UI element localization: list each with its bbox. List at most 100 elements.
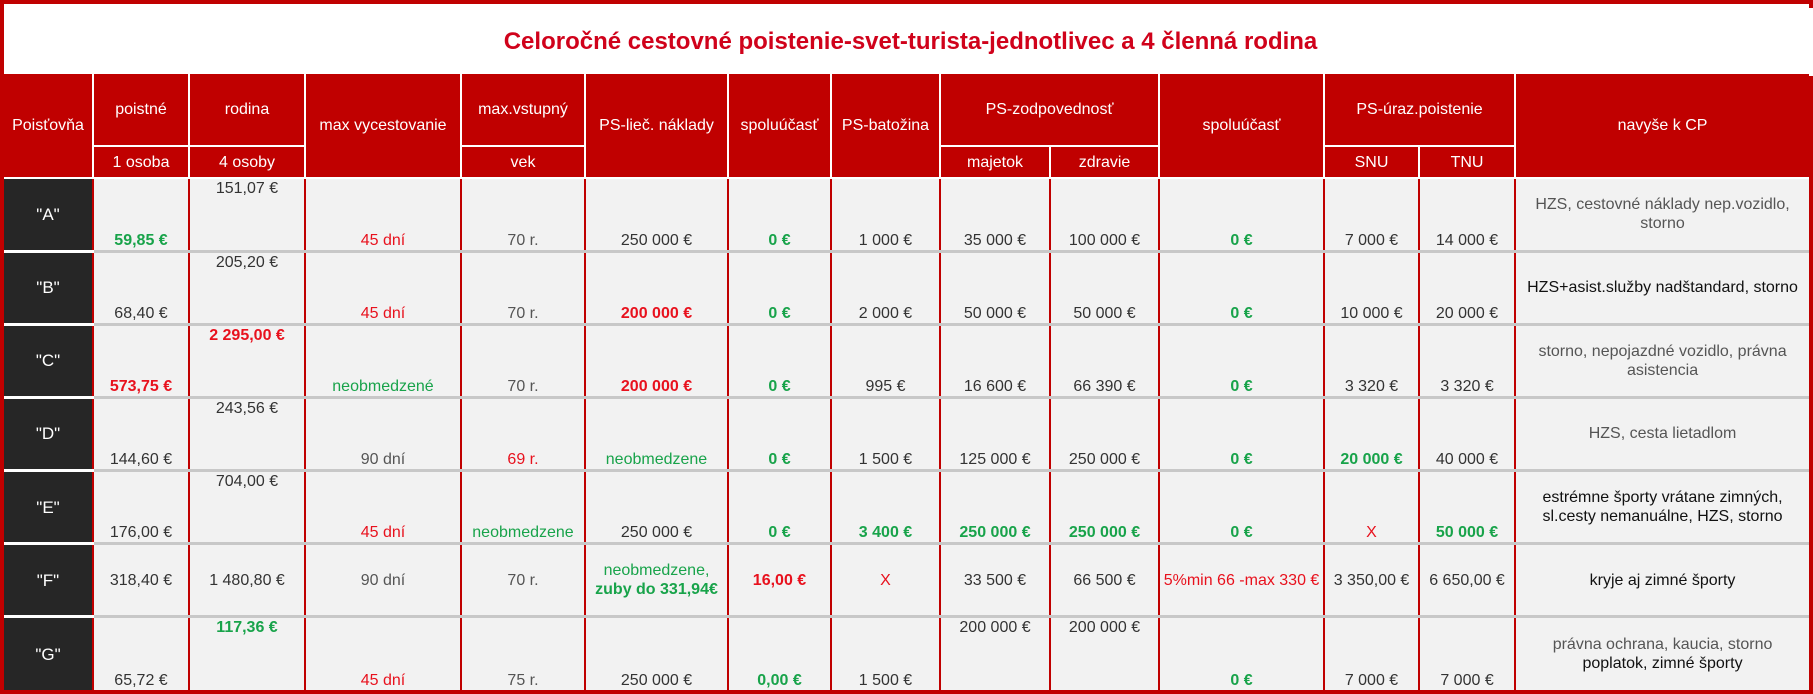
header-accident-tnu: TNU <box>1419 146 1517 179</box>
liability-property-cell: 50 000 € <box>940 251 1051 326</box>
liability-property-cell: 125 000 € <box>940 397 1051 473</box>
max-age-cell: 69 r. <box>461 397 586 473</box>
snu-cell: 10 000 € <box>1324 251 1421 326</box>
liability-property-cell: 250 000 € <box>940 470 1051 546</box>
premium-cell: 65,72 € <box>93 616 190 690</box>
tnu-cell: 40 000 € <box>1419 397 1517 473</box>
extras-line-1: právna ochrana, kaucia, storno <box>1552 636 1773 654</box>
max-travel-cell: 45 dní <box>305 470 462 546</box>
medical-line-2: zuby do 331,94€ <box>595 581 718 599</box>
liability-health-cell: 250 000 € <box>1050 470 1161 546</box>
max-travel-cell: 45 dní <box>305 251 462 326</box>
header-max-travel: max vycestovanie <box>305 74 462 179</box>
family-cell: 1 480,80 € <box>189 543 306 619</box>
deductible-cell: 0 € <box>728 251 832 326</box>
header-row-1: Poisťovňa poistné rodina max vycestovani… <box>4 74 1810 179</box>
premium-cell: 573,75 € <box>93 324 190 399</box>
family-cell: 704,00 € <box>189 470 306 546</box>
tnu-cell: 20 000 € <box>1419 251 1517 326</box>
table-row: "F" 318,40 € 1 480,80 € 90 dní 70 r. neo… <box>4 543 1810 619</box>
snu-cell: 20 000 € <box>1324 397 1421 473</box>
header-family-sub: 4 osoby <box>189 146 306 179</box>
max-age-cell: 70 r. <box>461 251 586 326</box>
deductible-2-cell: 0 € <box>1159 324 1326 399</box>
tnu-cell: 50 000 € <box>1419 470 1517 546</box>
table-title: Celoročné cestovné poistenie-svet-turist… <box>8 8 1813 76</box>
table-row: "E" 176,00 € 704,00 € 45 dní neobmedzene… <box>4 470 1810 546</box>
header-deductible-2: spoluúčasť <box>1159 74 1326 179</box>
deductible-cell: 0 € <box>728 470 832 546</box>
extras-line-2: poplatok, zimné športy <box>1582 655 1743 673</box>
max-age-cell: neobmedzene <box>461 470 586 546</box>
extras-cell: storno, nepojazdné vozidlo, právna asist… <box>1515 324 1810 399</box>
medical-line-1: neobmedzene, <box>603 562 710 580</box>
baggage-cell: 1 000 € <box>831 178 941 253</box>
max-travel-cell: 90 dní <box>305 543 462 619</box>
insurer-cell: "E" <box>4 470 94 546</box>
extras-cell: estrémne športy vrátane zimných, sl.cest… <box>1515 470 1810 546</box>
max-age-cell: 70 r. <box>461 543 586 619</box>
liability-property-cell: 16 600 € <box>940 324 1051 399</box>
baggage-cell: 2 000 € <box>831 251 941 326</box>
family-cell: 243,56 € <box>189 397 306 473</box>
header-accident-snu: SNU <box>1324 146 1421 179</box>
liability-property-cell: 35 000 € <box>940 178 1051 253</box>
max-travel-cell: neobmedzené <box>305 324 462 399</box>
snu-cell: 3 350,00 € <box>1324 543 1421 619</box>
deductible-2-cell: 0 € <box>1159 470 1326 546</box>
table-row: "G" 65,72 € 117,36 € 45 dní 75 r. 250 00… <box>4 616 1810 690</box>
liability-property-cell: 33 500 € <box>940 543 1051 619</box>
premium-cell: 176,00 € <box>93 470 190 546</box>
liability-property-cell: 200 000 € <box>940 616 1051 690</box>
deductible-cell: 0,00 € <box>728 616 832 690</box>
medical-cell: neobmedzene <box>585 397 729 473</box>
liability-health-cell: 66 390 € <box>1050 324 1161 399</box>
extras-cell: HZS, cesta lietadlom <box>1515 397 1810 473</box>
liability-health-cell: 66 500 € <box>1050 543 1161 619</box>
header-premium-sub: 1 osoba <box>93 146 190 179</box>
snu-cell: 7 000 € <box>1324 616 1421 690</box>
baggage-cell: 995 € <box>831 324 941 399</box>
deductible-2-cell: 0 € <box>1159 251 1326 326</box>
medical-cell: 250 000 € <box>585 616 729 690</box>
insurer-cell: "G" <box>4 616 94 690</box>
premium-cell: 144,60 € <box>93 397 190 473</box>
header-premium: poistné <box>93 74 190 147</box>
baggage-cell: X <box>831 543 941 619</box>
comparison-table: Poisťovňa poistné rodina max vycestovani… <box>4 74 1810 690</box>
table-row: "B" 68,40 € 205,20 € 45 dní 70 r. 200 00… <box>4 251 1810 326</box>
medical-cell: 200 000 € <box>585 324 729 399</box>
header-liability-health: zdravie <box>1050 146 1161 179</box>
family-cell: 151,07 € <box>189 178 306 253</box>
header-baggage: PS-batožina <box>831 74 941 179</box>
table-row: "C" 573,75 € 2 295,00 € neobmedzené 70 r… <box>4 324 1810 399</box>
max-travel-cell: 45 dní <box>305 616 462 690</box>
family-cell: 2 295,00 € <box>189 324 306 399</box>
tnu-cell: 3 320 € <box>1419 324 1517 399</box>
max-age-cell: 75 r. <box>461 616 586 690</box>
deductible-2-cell: 0 € <box>1159 397 1326 473</box>
baggage-cell: 3 400 € <box>831 470 941 546</box>
liability-health-cell: 250 000 € <box>1050 397 1161 473</box>
deductible-cell: 16,00 € <box>728 543 832 619</box>
insurer-cell: "D" <box>4 397 94 473</box>
insurer-cell: "F" <box>4 543 94 619</box>
header-insurer: Poisťovňa <box>4 74 94 179</box>
insurer-cell: "A" <box>4 178 94 253</box>
medical-cell: neobmedzene, zuby do 331,94€ <box>585 543 729 619</box>
deductible-2-cell: 0 € <box>1159 178 1326 253</box>
table-row: "A" 59,85 € 151,07 € 45 dní 70 r. 250 00… <box>4 178 1810 253</box>
max-travel-cell: 90 dní <box>305 397 462 473</box>
snu-cell: 7 000 € <box>1324 178 1421 253</box>
header-liability-property: majetok <box>940 146 1051 179</box>
medical-cell: 250 000 € <box>585 178 729 253</box>
insurer-cell: "C" <box>4 324 94 399</box>
tnu-cell: 6 650,00 € <box>1419 543 1517 619</box>
extras-cell: HZS+asist.služby nadštandard, storno <box>1515 251 1810 326</box>
baggage-cell: 1 500 € <box>831 616 941 690</box>
header-liability: PS-zodpovednosť <box>940 74 1161 147</box>
extras-cell: právna ochrana, kaucia, storno poplatok,… <box>1515 616 1810 690</box>
premium-cell: 318,40 € <box>93 543 190 619</box>
header-medical: PS-lieč. náklady <box>585 74 729 179</box>
header-accident: PS-úraz.poistenie <box>1324 74 1517 147</box>
